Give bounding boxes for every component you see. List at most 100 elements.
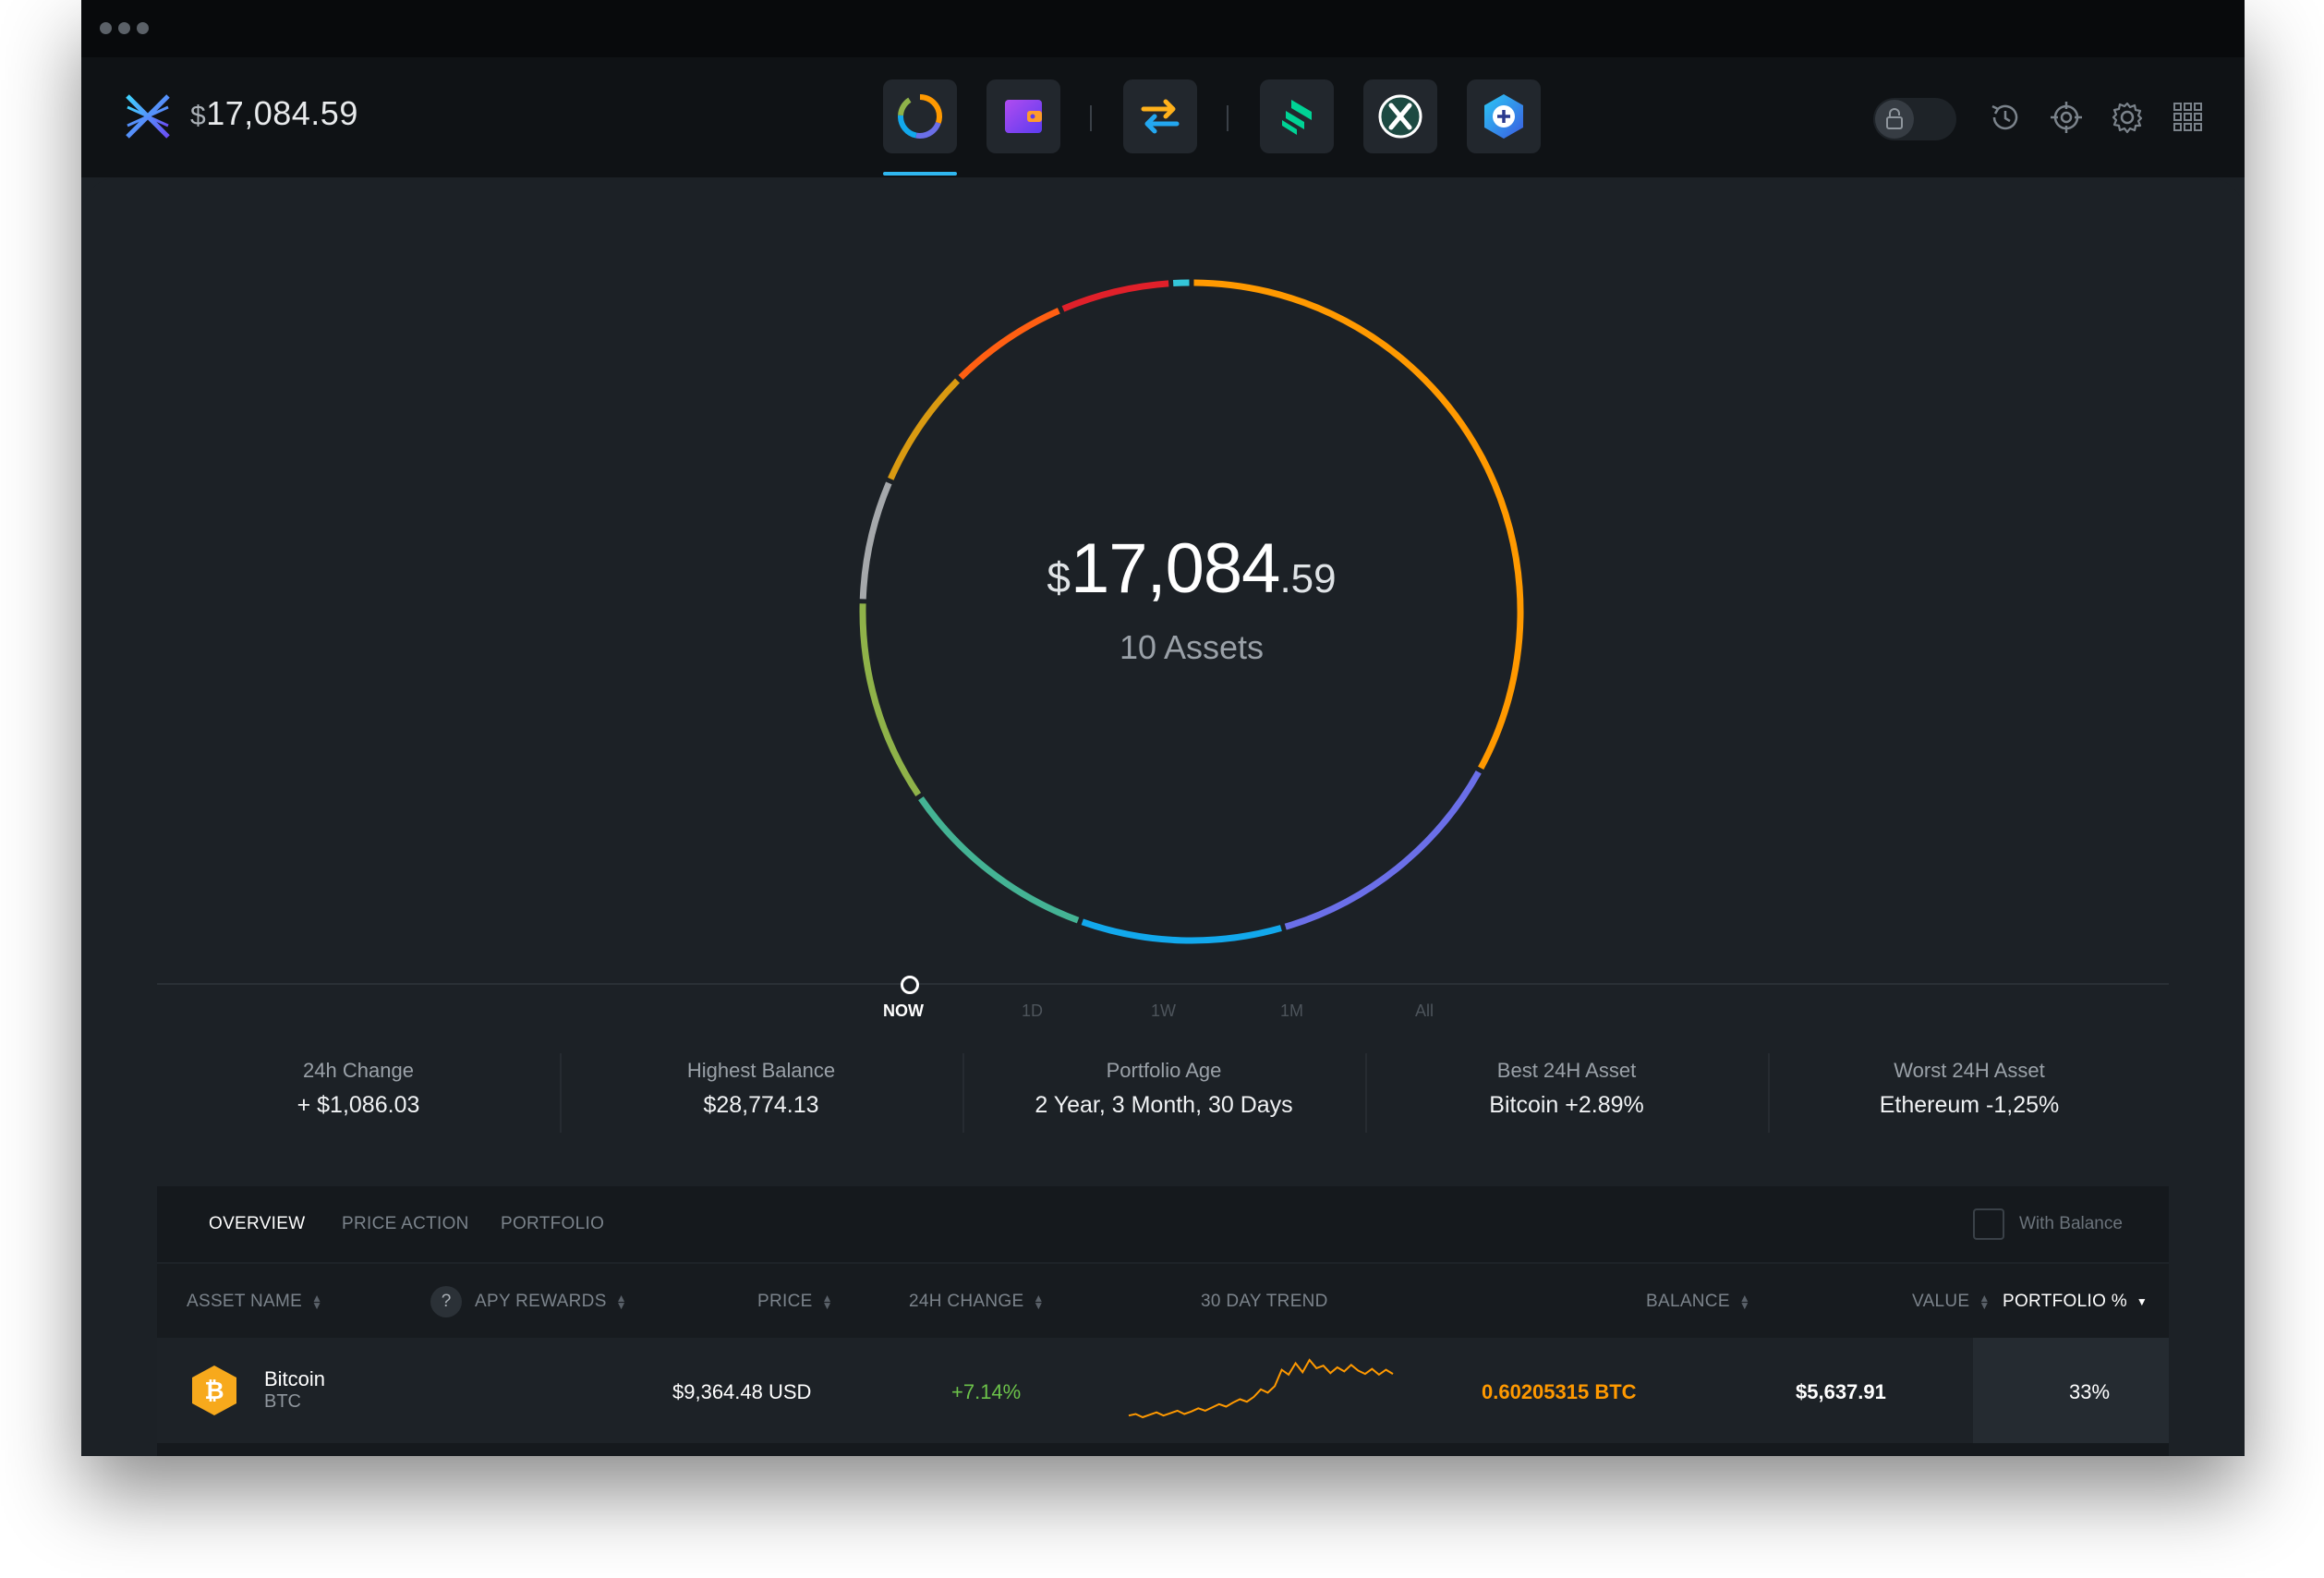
timeline-1w[interactable]: 1W (1151, 1001, 1176, 1020)
active-app-indicator (883, 172, 957, 176)
crosshair-icon[interactable] (2047, 98, 2086, 137)
donut-segment-2[interactable] (1081, 918, 1282, 944)
svg-text:₿: ₿ (204, 1377, 224, 1404)
donut-segment-9[interactable] (1172, 279, 1190, 287)
gear-icon[interactable] (2108, 98, 2147, 137)
column-asset-name[interactable]: ASSET NAME ▲ ▼ (187, 1292, 322, 1312)
asset-24h-change: +7.14% (951, 1380, 1022, 1403)
stat-divider (560, 1053, 562, 1133)
with-balance-label: With Balance (2019, 1214, 2123, 1233)
title-bar (81, 0, 2245, 57)
tab-portfolio[interactable]: PORTFOLIO (501, 1214, 605, 1233)
timeline-all[interactable]: All (1415, 1001, 1434, 1020)
sparkline-path (1128, 1358, 1394, 1419)
donut-segment-8[interactable] (1061, 280, 1169, 312)
sort-icon: ▲ ▼ (1979, 1291, 1991, 1312)
column-value[interactable]: VALUE ▲ ▼ (1912, 1292, 1991, 1312)
stat-best-asset: Best 24H Asset Bitcoin +2.89% (1365, 1059, 1768, 1119)
sort-icon: ▲ ▼ (615, 1291, 627, 1312)
asset-price: $9,364.48 USD (672, 1380, 812, 1403)
app-exchange-button[interactable] (1123, 79, 1197, 153)
timeline-now[interactable]: NOW (883, 1001, 924, 1020)
assets-table: OVERVIEW PRICE ACTION PORTFOLIO With Bal… (157, 1186, 2169, 1456)
column-balance[interactable]: BALANCE ▲ ▼ (1646, 1292, 1750, 1312)
with-balance-checkbox[interactable] (1973, 1208, 2004, 1240)
column-label: PRICE (757, 1292, 813, 1311)
sort-desc-icon: ▼ (2136, 1294, 2148, 1308)
portfolio-amount-int: 17,084 (1070, 529, 1280, 608)
asset-ticker: BTC (264, 1391, 301, 1412)
column-price[interactable]: PRICE ▲ ▼ (757, 1292, 833, 1312)
app-wallet-button[interactable] (986, 79, 1060, 153)
donut-segment-7[interactable] (958, 308, 1060, 381)
asset-portfolio-pct: 33% (2069, 1380, 2111, 1403)
column-apy-rewards[interactable]: APY REWARDS ▲ ▼ (475, 1292, 627, 1312)
table-tabs: OVERVIEW PRICE ACTION PORTFOLIO With Bal… (157, 1186, 2169, 1264)
app-separator (1227, 105, 1229, 131)
portfolio-total: $17,084.59 (841, 528, 1543, 609)
compound-icon (1282, 100, 1312, 135)
stat-divider (962, 1053, 964, 1133)
donut-segment-5[interactable] (859, 481, 892, 600)
timeline-1m[interactable]: 1M (1280, 1001, 1304, 1020)
donut-segment-4[interactable] (859, 603, 922, 796)
donut-segment-1[interactable] (1284, 770, 1482, 930)
column-label: 24H CHANGE (909, 1292, 1024, 1311)
stat-value: + $1,086.03 (297, 1092, 420, 1118)
donut-segment-6[interactable] (888, 378, 961, 480)
sort-icon: ▲ ▼ (311, 1291, 323, 1312)
window-maximize-dot[interactable] (137, 22, 149, 34)
header-currency-symbol: $ (190, 101, 207, 131)
exchange-arrows-icon (1141, 99, 1180, 134)
exodus-logo-icon (124, 92, 172, 140)
column-label: PORTFOLIO % (2003, 1292, 2127, 1311)
timeline-marker[interactable] (901, 976, 919, 994)
top-nav-bar: $17,084.59 (81, 57, 2245, 177)
history-icon[interactable] (1986, 98, 2025, 137)
asset-value: $5,637.91 (1796, 1380, 1886, 1403)
lock-toggle[interactable] (1873, 98, 1956, 140)
column-label: BALANCE (1646, 1292, 1730, 1311)
column-24h-change[interactable]: 24H CHANGE ▲ ▼ (909, 1292, 1045, 1312)
timeline-1d[interactable]: 1D (1022, 1001, 1044, 1020)
stat-worst-asset: Worst 24H Asset Ethereum -1,25% (1768, 1059, 2171, 1119)
app-xrp-button[interactable] (1363, 79, 1437, 153)
tab-overview[interactable]: OVERVIEW (209, 1214, 306, 1233)
sort-icon: ▲ ▼ (821, 1291, 833, 1312)
stat-divider (1768, 1053, 1770, 1133)
sort-icon: ▲ ▼ (1033, 1291, 1045, 1312)
stat-value: Ethereum -1,25% (1879, 1092, 2060, 1118)
app-window: $17,084.59 (81, 0, 2245, 1456)
donut-segment-0[interactable] (1193, 279, 1524, 770)
column-label: APY REWARDS (475, 1292, 607, 1311)
stat-portfolio-age: Portfolio Age 2 Year, 3 Month, 30 Days (962, 1059, 1365, 1119)
stat-label: 24h Change (303, 1059, 414, 1082)
app-portfolio-button[interactable] (883, 79, 957, 153)
table-row[interactable]: ₿ Bitcoin BTC $9,364.48 USD +7.14% 0.602… (157, 1338, 2169, 1443)
app-add-button[interactable] (1467, 79, 1541, 153)
column-label: 30 DAY TREND (1201, 1292, 1328, 1311)
wallet-icon (1005, 100, 1042, 133)
column-label: ASSET NAME (187, 1292, 303, 1311)
app-separator (1090, 105, 1092, 131)
portfolio-donut-chart (859, 279, 1524, 944)
sorted-column-highlight (1973, 1338, 2169, 1443)
app-compound-button[interactable] (1260, 79, 1334, 153)
tab-price-action[interactable]: PRICE ACTION (342, 1214, 469, 1233)
donut-segment-3[interactable] (918, 796, 1080, 924)
window-close-dot[interactable] (100, 22, 112, 34)
stat-label: Highest Balance (686, 1059, 836, 1082)
stat-value: $28,774.13 (703, 1092, 819, 1118)
table-header-row: ASSET NAME ▲ ▼ ? APY REWARDS ▲ ▼ PRICE ▲ ▼ 24H… (157, 1264, 2169, 1338)
stat-value: Bitcoin +2.89% (1489, 1092, 1644, 1118)
lock-icon (1875, 100, 1914, 139)
help-icon[interactable]: ? (430, 1286, 462, 1317)
portfolio-ring-icon (898, 94, 942, 139)
column-30-day-trend: 30 DAY TREND (1201, 1292, 1328, 1312)
portfolio-amount-dec: .59 (1279, 556, 1337, 601)
trend-sparkline (1128, 1358, 1394, 1419)
grid-icon[interactable] (2169, 98, 2208, 137)
window-minimize-dot[interactable] (118, 22, 130, 34)
column-portfolio-pct[interactable]: PORTFOLIO % ▼ (2003, 1292, 2148, 1312)
asset-name: Bitcoin (264, 1367, 326, 1390)
